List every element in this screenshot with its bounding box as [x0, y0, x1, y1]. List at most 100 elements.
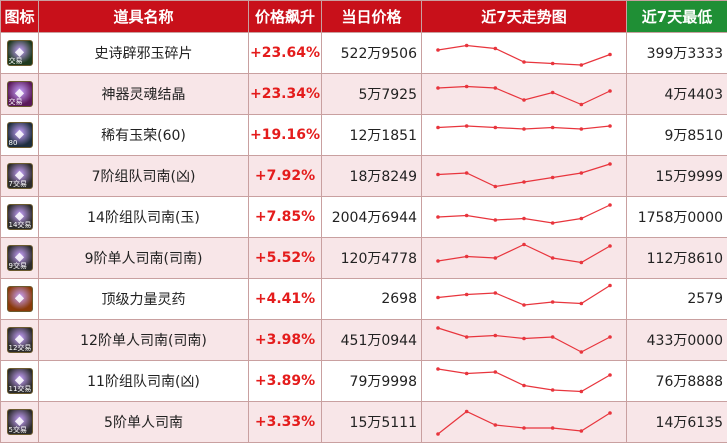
trend-point — [436, 367, 440, 371]
trend-point — [580, 390, 584, 394]
seven-day-low: 15万9999 — [627, 156, 727, 197]
header-item-name: 道具名称 — [39, 1, 249, 33]
trend-point — [608, 373, 612, 377]
trend-line — [438, 412, 610, 435]
trend-point — [551, 426, 555, 430]
header-icon: 图标 — [1, 1, 39, 33]
trend-chart-cell — [422, 33, 627, 74]
item-name: 14阶组队司南(玉) — [39, 197, 249, 238]
trend-sparkline — [422, 115, 627, 155]
today-price: 79万9998 — [322, 361, 422, 402]
trend-line — [438, 87, 610, 105]
icon-tag-label: 7交易 — [9, 180, 27, 188]
trend-point — [465, 44, 469, 48]
trend-point — [465, 124, 469, 128]
trend-point — [551, 62, 555, 66]
trend-sparkline — [422, 279, 627, 319]
icon-tag-label: 80 — [9, 139, 18, 147]
item-name: 11阶组队司南(凶) — [39, 361, 249, 402]
tier11-team-compass-icon: ◆11交易 — [7, 368, 33, 394]
trend-point — [580, 302, 584, 306]
trend-chart-cell — [422, 197, 627, 238]
item-icon-cell: ◆交易 — [1, 74, 39, 115]
item-name: 顶级力量灵药 — [39, 279, 249, 320]
trend-point — [580, 429, 584, 433]
item-icon-cell: ◆5交易 — [1, 402, 39, 443]
trend-point — [580, 171, 584, 175]
trend-chart-cell — [422, 320, 627, 361]
trend-point — [580, 261, 584, 265]
item-name: 9阶单人司南(司南) — [39, 238, 249, 279]
price-rise-value: +5.52% — [249, 238, 322, 279]
trend-point — [494, 47, 498, 51]
trend-point — [522, 127, 526, 131]
tier14-team-compass-icon: ◆14交易 — [7, 204, 33, 230]
trend-point — [494, 185, 498, 189]
item-name: 7阶组队司南(凶) — [39, 156, 249, 197]
trend-point — [580, 103, 584, 107]
item-icon-cell: ◆7交易 — [1, 156, 39, 197]
today-price: 2698 — [322, 279, 422, 320]
item-icon-cell: ◆11交易 — [1, 361, 39, 402]
trend-point — [494, 334, 498, 338]
today-price: 522万9506 — [322, 33, 422, 74]
trend-point — [465, 171, 469, 175]
item-name: 神器灵魂结晶 — [39, 74, 249, 115]
item-name: 5阶单人司南 — [39, 402, 249, 443]
trend-point — [551, 335, 555, 339]
tier9-solo-compass-icon: ◆9交易 — [7, 245, 33, 271]
icon-tag-label: 11交易 — [9, 385, 32, 393]
artifact-soul-crystal-icon: ◆交易 — [7, 81, 33, 107]
trend-point — [551, 221, 555, 225]
item-icon-cell: ◆ — [1, 279, 39, 320]
trend-sparkline — [422, 238, 627, 278]
today-price: 451万0944 — [322, 320, 422, 361]
trend-point — [436, 259, 440, 263]
epic-purple-shard-icon: ◆交易 — [7, 40, 33, 66]
trend-chart-cell — [422, 402, 627, 443]
trend-line — [438, 369, 610, 392]
trend-point — [608, 203, 612, 207]
trend-point — [608, 89, 612, 93]
today-price: 15万5111 — [322, 402, 422, 443]
tier12-solo-compass-icon: ◆12交易 — [7, 327, 33, 353]
today-price: 12万1851 — [322, 115, 422, 156]
trend-point — [608, 411, 612, 415]
trend-point — [608, 162, 612, 166]
trend-line — [438, 245, 610, 263]
trend-sparkline — [422, 197, 627, 237]
price-rise-value: +3.89% — [249, 361, 322, 402]
trend-point — [580, 127, 584, 131]
trend-point — [551, 388, 555, 392]
trend-point — [522, 98, 526, 102]
trend-point — [465, 335, 469, 339]
trend-point — [465, 85, 469, 89]
seven-day-low: 76万8888 — [627, 361, 727, 402]
trend-point — [494, 291, 498, 295]
trend-point — [494, 423, 498, 427]
icon-tag-label: 9交易 — [9, 262, 27, 270]
trend-point — [608, 124, 612, 128]
trend-point — [522, 303, 526, 307]
trend-point — [551, 176, 555, 180]
tier7-team-compass-icon: ◆7交易 — [7, 163, 33, 189]
price-rise-value: +7.92% — [249, 156, 322, 197]
trend-point — [436, 126, 440, 130]
trend-point — [551, 126, 555, 130]
icon-tag-label: 12交易 — [9, 344, 32, 352]
trend-point — [608, 53, 612, 57]
trend-chart-cell — [422, 156, 627, 197]
table-header-row: 图标 道具名称 价格飙升 当日价格 近7天走势图 近7天最低 — [1, 1, 727, 33]
trend-point — [522, 180, 526, 184]
header-7day-trend: 近7天走势图 — [422, 1, 627, 33]
icon-tag-label: 交易 — [9, 98, 23, 106]
seven-day-low: 1758万0000 — [627, 197, 727, 238]
icon-tag-label: 14交易 — [9, 221, 32, 229]
